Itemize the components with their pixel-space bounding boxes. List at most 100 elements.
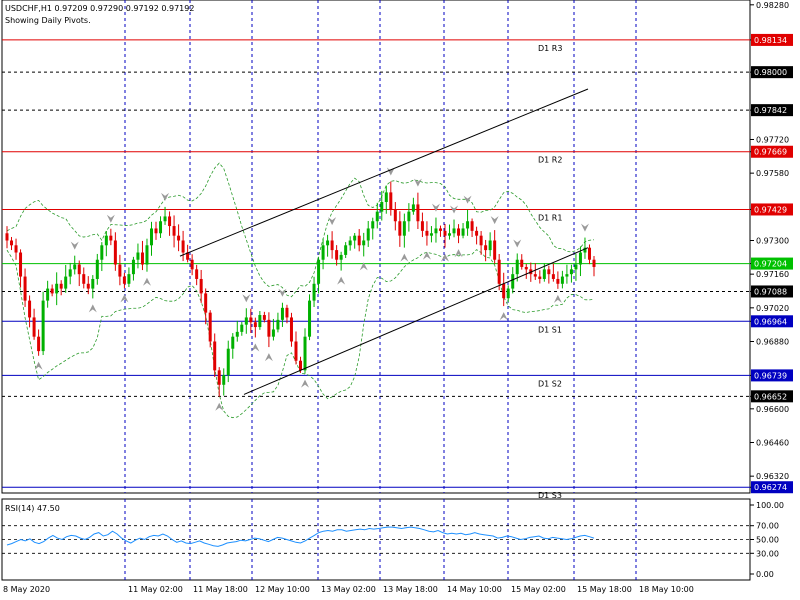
- price-axis: 0.98280 0.98134 0.98000 0.97842 0.97720 0.976…: [750, 1, 793, 494]
- candle-body: [470, 221, 474, 231]
- fractal-arrow: [580, 223, 589, 232]
- candle-body: [312, 283, 316, 301]
- pivots-subtitle: Showing Daily Pivots.: [5, 16, 91, 25]
- candle-body: [497, 259, 501, 284]
- x-tick-label: 12 May 10:00: [255, 585, 310, 594]
- x-tick-label: 15 May 02:00: [511, 585, 566, 594]
- pivot-label: D1 S2: [538, 379, 562, 388]
- fractal-arrow: [337, 276, 346, 285]
- symbol-line: USDCHF,H1 0.97209 0.97290 0.97192 0.9719…: [5, 4, 194, 13]
- candle-body: [23, 276, 27, 301]
- candle-body: [253, 322, 257, 328]
- candle-body: [10, 240, 14, 246]
- candle-body: [28, 300, 32, 318]
- candle-body: [380, 202, 384, 212]
- candle-body: [443, 230, 447, 236]
- candle-body: [109, 235, 113, 241]
- band-line: [6, 249, 595, 419]
- candle-body: [113, 240, 117, 265]
- rsi-tick-label: 70.00: [756, 522, 779, 531]
- candle-body: [186, 252, 190, 260]
- candle-body: [587, 247, 591, 260]
- candle-body: [538, 276, 542, 279]
- x-tick-label: 8 May 2020: [3, 585, 50, 594]
- candle-body: [389, 192, 393, 210]
- fractal-arrow: [440, 253, 449, 262]
- time-axis: 8 May 2020 11 May 02:00 11 May 18:00 12 May…: [3, 585, 694, 594]
- rsi-tick-label: 0.00: [756, 570, 774, 579]
- candle-body: [217, 370, 221, 385]
- candle-body: [533, 274, 537, 277]
- candle-body: [321, 245, 325, 260]
- candle-body: [289, 317, 293, 342]
- fractal-arrow: [88, 304, 97, 313]
- candle-body: [434, 228, 438, 234]
- x-tick-label: 13 May 02:00: [321, 585, 376, 594]
- candle-body: [339, 254, 343, 260]
- candle-body: [448, 233, 452, 236]
- fractal-arrow: [450, 205, 459, 214]
- candle-body: [37, 336, 41, 352]
- pivot-label: D1 R1: [538, 213, 562, 222]
- fractal-arrow: [463, 195, 472, 204]
- candle-body: [461, 228, 465, 236]
- candle-body: [46, 288, 50, 301]
- candle-body: [353, 235, 357, 241]
- candle-body: [569, 269, 573, 275]
- pivot-label: D1 S1: [538, 325, 562, 334]
- price-tag-label: 0.97669: [754, 148, 787, 157]
- fractal-arrow: [413, 178, 422, 187]
- fractal-arrow: [301, 379, 310, 388]
- y-tick-label: 0.97720: [756, 135, 789, 144]
- candle-body: [181, 240, 185, 253]
- candle-body: [77, 264, 81, 275]
- candle-body: [41, 300, 45, 352]
- x-tick-label: 11 May 02:00: [128, 585, 183, 594]
- fractal-arrow: [242, 294, 251, 303]
- candle-body: [484, 245, 488, 251]
- price-tag-label: 0.96652: [754, 392, 787, 401]
- candle-body: [145, 245, 149, 265]
- candle-body: [244, 317, 248, 325]
- candle-body: [574, 264, 578, 270]
- price-tag-label: 0.97204: [754, 260, 787, 269]
- candle-body: [475, 230, 479, 236]
- candle-body: [515, 259, 519, 275]
- candle-body: [479, 235, 483, 246]
- candle-body: [511, 274, 515, 289]
- price-tag-box: [751, 66, 793, 79]
- fractal-arrow: [359, 262, 368, 271]
- candle-body: [542, 269, 546, 279]
- price-tag-label: 0.98134: [754, 36, 787, 45]
- candle-body: [86, 283, 90, 289]
- candle-body: [425, 230, 429, 236]
- candle-body: [524, 266, 528, 270]
- candle-body: [285, 307, 289, 318]
- candle-body: [520, 259, 524, 267]
- candle-body: [231, 336, 235, 349]
- rsi-line: [6, 526, 595, 547]
- candle-body: [104, 235, 108, 246]
- pivot-label: D1 R3: [538, 44, 562, 53]
- fractal-arrow: [513, 239, 522, 248]
- bollinger-bands: [6, 162, 595, 419]
- candle-body: [438, 228, 442, 231]
- candle-body: [556, 278, 560, 284]
- channel-line: [179, 88, 589, 257]
- fractal-arrow: [70, 241, 79, 250]
- price-tag-label: 0.97429: [754, 205, 787, 214]
- candle-body: [357, 235, 361, 246]
- candle-body: [366, 228, 370, 241]
- fractal-arrow: [400, 253, 409, 262]
- price-tag-label: 0.96964: [754, 317, 787, 326]
- candle-body: [299, 360, 302, 371]
- candle-body: [240, 324, 244, 332]
- candle-body: [177, 235, 181, 241]
- fractal-arrow: [142, 277, 151, 286]
- y-tick-label: 0.96600: [756, 405, 789, 414]
- price-tag-label: 0.96274: [754, 483, 787, 492]
- price-tag-box: [751, 315, 793, 328]
- candle-body: [159, 221, 163, 234]
- candle-body: [578, 252, 582, 265]
- candle-body: [168, 216, 172, 227]
